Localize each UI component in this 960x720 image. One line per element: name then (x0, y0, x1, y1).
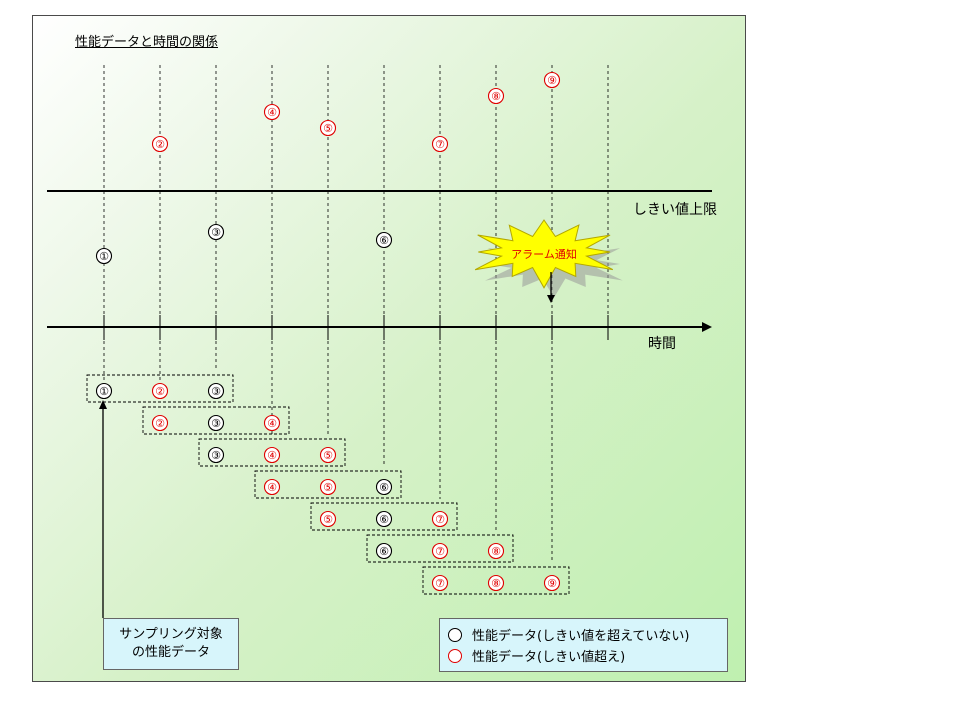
svg-text:④: ④ (267, 481, 277, 494)
svg-text:③: ③ (211, 417, 221, 430)
svg-text:③: ③ (211, 385, 221, 398)
svg-text:⑨: ⑨ (547, 577, 557, 590)
svg-text:②: ② (155, 138, 165, 151)
svg-text:⑨: ⑨ (547, 74, 557, 87)
svg-text:⑦: ⑦ (435, 138, 445, 151)
sampling-window (86, 374, 234, 403)
svg-text:⑧: ⑧ (491, 577, 501, 590)
window-data-point: ⑧ (487, 574, 505, 592)
data-point: ② (151, 135, 169, 153)
window-data-point: ③ (207, 382, 225, 400)
window-data-point: ② (151, 382, 169, 400)
sampling-label-line1: サンプリング対象 (119, 627, 223, 642)
threshold-label: しきい値上限 (633, 202, 717, 218)
svg-text:③: ③ (211, 226, 221, 239)
data-point: ⑤ (319, 119, 337, 137)
svg-text:⑤: ⑤ (323, 513, 333, 526)
sampling-window (254, 470, 402, 499)
window-data-point: ⑦ (431, 542, 449, 560)
svg-text:③: ③ (211, 449, 221, 462)
svg-text:①: ① (99, 250, 109, 263)
window-data-point: ⑥ (375, 510, 393, 528)
data-point: ⑧ (487, 87, 505, 105)
svg-text:⑧: ⑧ (491, 90, 501, 103)
svg-text:④: ④ (267, 449, 277, 462)
svg-text:⑤: ⑤ (323, 449, 333, 462)
diagram-panel (32, 15, 746, 682)
sampling-window (310, 502, 458, 531)
alarm-arrowhead (547, 295, 555, 303)
window-data-point: ④ (263, 414, 281, 432)
time-axis-label: 時間 (648, 336, 676, 352)
black-circle-icon (448, 627, 462, 642)
data-point: ① (95, 247, 113, 265)
legend-item-normal: 性能データ(しきい値を超えていない) (448, 624, 727, 645)
time-axis-arrowhead (702, 322, 712, 332)
data-point: ④ (263, 103, 281, 121)
sampling-window (366, 534, 514, 563)
legend: 性能データ(しきい値を超えていない) 性能データ(しきい値超え) (439, 618, 728, 672)
legend-exceeded-label: 性能データ(しきい値超え) (472, 650, 626, 665)
sampling-window (198, 438, 346, 467)
sampling-label-line2: の性能データ (131, 645, 210, 660)
window-data-point: ① (95, 382, 113, 400)
svg-text:④: ④ (267, 106, 277, 119)
window-data-point: ③ (207, 414, 225, 432)
sampling-window (142, 406, 290, 435)
data-point: ③ (207, 223, 225, 241)
svg-text:⑦: ⑦ (435, 513, 445, 526)
data-point: ⑦ (431, 135, 449, 153)
diagram-title: 性能データと時間の関係 (75, 35, 219, 50)
data-point: ⑥ (375, 231, 393, 249)
svg-text:⑧: ⑧ (491, 545, 501, 558)
svg-text:⑥: ⑥ (379, 234, 389, 247)
svg-text:②: ② (155, 417, 165, 430)
window-data-point: ② (151, 414, 169, 432)
sampling-arrowhead (99, 400, 107, 409)
window-data-point: ⑦ (431, 574, 449, 592)
svg-text:⑤: ⑤ (323, 122, 333, 135)
window-data-point: ③ (207, 446, 225, 464)
svg-text:⑥: ⑥ (379, 481, 389, 494)
legend-normal-label: 性能データ(しきい値を超えていない) (472, 629, 690, 644)
window-data-point: ⑥ (375, 542, 393, 560)
alarm-label: アラーム通知 (511, 247, 577, 261)
window-data-point: ④ (263, 478, 281, 496)
alarm-burst: アラーム通知 (474, 219, 623, 298)
svg-text:⑤: ⑤ (323, 481, 333, 494)
window-data-point: ⑧ (487, 542, 505, 560)
window-data-point: ⑤ (319, 478, 337, 496)
window-data-point: ④ (263, 446, 281, 464)
svg-text:②: ② (155, 385, 165, 398)
svg-text:①: ① (99, 385, 109, 398)
svg-text:⑦: ⑦ (435, 545, 445, 558)
legend-item-exceeded: 性能データ(しきい値超え) (448, 645, 727, 666)
red-circle-icon (448, 648, 462, 663)
svg-text:④: ④ (267, 417, 277, 430)
data-point: ⑨ (543, 71, 561, 89)
sampling-window (422, 566, 570, 595)
svg-text:⑥: ⑥ (379, 545, 389, 558)
window-data-point: ⑤ (319, 510, 337, 528)
svg-text:⑥: ⑥ (379, 513, 389, 526)
window-data-point: ⑥ (375, 478, 393, 496)
window-data-point: ⑤ (319, 446, 337, 464)
window-data-point: ⑨ (543, 574, 561, 592)
svg-text:⑦: ⑦ (435, 577, 445, 590)
window-data-point: ⑦ (431, 510, 449, 528)
sampling-target-box: サンプリング対象 の性能データ (103, 618, 239, 670)
